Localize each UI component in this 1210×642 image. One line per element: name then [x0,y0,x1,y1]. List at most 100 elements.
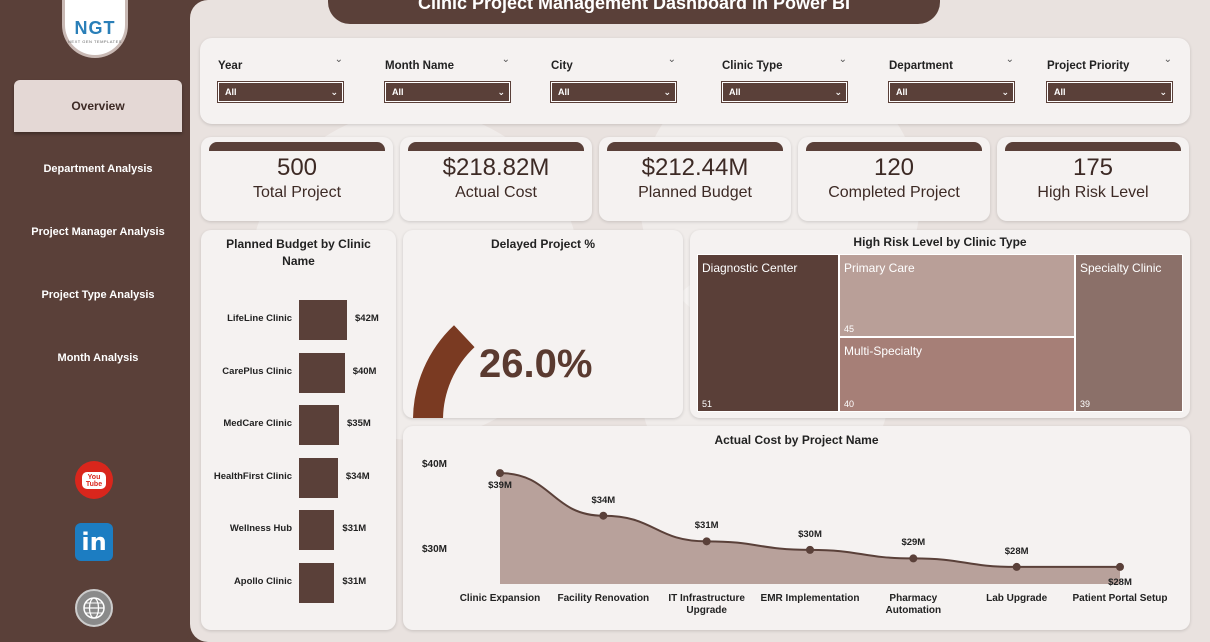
chevron-down-icon[interactable]: ⌄ [501,54,510,65]
treemap-chart: Diagnostic Center 51 Primary Care 45 Mul… [697,254,1183,412]
bar-row: Wellness Hub $31M [201,510,396,550]
nav-department-analysis[interactable]: Department Analysis [43,163,153,175]
delayed-project-panel: Delayed Project % 26.0% [403,230,683,418]
filter-label: Project Priority [1047,60,1130,72]
kpi-accent-bar [1005,142,1181,151]
data-point[interactable] [1116,562,1124,571]
data-point[interactable] [1012,562,1021,571]
chevron-down-icon: ⌄ [497,86,505,97]
data-point[interactable] [806,545,814,554]
bar-category-label: MedCare Clinic [223,418,292,429]
bar-row: Apollo Clinic $31M [201,562,396,603]
area-chart: $39M Clinic Expansion $34M Facility Renovat… [403,426,1190,630]
bar-data-label: $40M [352,365,377,377]
nav-month-analysis[interactable]: Month Analysis [57,352,139,364]
chevron-down-icon[interactable]: ⌄ [667,54,676,65]
kpi-label: Total Project [252,184,342,201]
filter-project-priority: Project Priority ⌄ All ⌄ [1046,54,1173,103]
area-plot [496,469,1124,584]
y-axis-tick-label: $30M [422,543,448,555]
clinic-type-select[interactable]: All ⌄ [721,81,848,103]
filter-label: Department [889,60,953,72]
kpi-card-planned-budget: $212.44M Planned Budget [599,137,791,221]
project-priority-select[interactable]: All ⌄ [1046,81,1173,103]
data-point[interactable] [909,554,918,563]
kpi-accent-bar [806,142,982,151]
chevron-down-icon[interactable]: ⌄ [838,54,847,65]
kpi-accent-bar [408,142,584,151]
data-label: $39M [488,480,512,492]
chart-title: Actual Cost by Project Name [714,433,879,447]
bar[interactable] [299,300,347,340]
sidebar: NGT NEXT GEN TEMPLATES Overview Departme… [0,0,190,642]
city-select[interactable]: All ⌄ [550,81,677,103]
bar[interactable] [299,405,339,445]
actual-cost-panel: Actual Cost by Project Name $39M Clinic E… [403,426,1190,630]
year-select[interactable]: All ⌄ [217,81,344,103]
data-point[interactable] [496,469,504,478]
bar-chart: LifeLine Clinic $42M CarePlus Clinic $40M Me… [201,300,396,620]
nav-project-manager-analysis[interactable]: Project Manager Analysis [31,226,165,238]
linkedin-icon[interactable]: in [75,523,113,561]
filter-month-name: Month Name ⌄ All ⌄ [384,54,511,103]
kpi-value: 120 [873,154,915,181]
kpi-label: Completed Project [828,184,960,201]
kpi-accent-bar [209,142,385,151]
filter-label: Month Name [385,60,454,72]
bar[interactable] [299,352,345,393]
filter-city: City ⌄ All ⌄ [550,54,677,103]
svg-text:You: You [88,474,101,481]
treemap-cell-multi-specialty[interactable]: Multi-Specialty 40 [839,337,1075,412]
data-point[interactable] [599,511,608,520]
kpi-card-actual-cost: $218.82M Actual Cost [400,137,592,221]
bar[interactable] [299,510,335,550]
chevron-down-icon: ⌄ [330,86,338,97]
filter-label: City [551,60,573,72]
bar[interactable] [299,562,335,603]
kpi-label: High Risk Level [1037,184,1149,201]
gauge-value: 26.0% [479,342,593,386]
filter-label: Year [218,60,243,72]
x-axis-label: IT Infrastructure Upgrade [668,593,745,616]
chart-title: High Risk Level by Clinic Type [853,235,1027,249]
treemap-cell-specialty-clinic[interactable]: Specialty Clinic 39 [1075,254,1183,412]
chevron-down-icon: ⌄ [834,86,842,97]
department-select[interactable]: All ⌄ [888,81,1015,103]
kpi-card-high-risk-level: 175 High Risk Level [997,137,1189,221]
web-icon[interactable] [75,589,113,627]
bar-row: HealthFirst Clinic $34M [201,457,396,498]
data-label: $28M [1108,576,1132,588]
bar-data-label: $34M [345,470,370,482]
chevron-down-icon: ⌄ [1159,86,1167,97]
gauge-arc[interactable] [413,325,475,418]
y-axis-tick-label: $40M [422,458,448,470]
bar-row: MedCare Clinic $35M [201,405,396,445]
gauge-chart [413,325,475,418]
month-name-select[interactable]: All ⌄ [384,81,511,103]
chevron-down-icon[interactable]: ⌄ [1005,54,1014,65]
treemap-cell-diagnostic-center[interactable]: Diagnostic Center 51 [697,254,839,412]
nav-overview[interactable]: Overview [14,80,182,132]
filter-department: Department ⌄ All ⌄ [888,54,1015,103]
kpi-value: $212.44M [641,154,749,181]
chevron-down-icon[interactable]: ⌄ [334,54,343,65]
filter-panel: Year ⌄ All ⌄ Month Name ⌄ All ⌄ City ⌄ All… [200,38,1190,124]
bar-data-label: $31M [342,575,367,587]
x-axis-label: Lab Upgrade [986,593,1048,604]
treemap-cell-primary-care[interactable]: Primary Care 45 [839,254,1075,337]
bar-category-label: HealthFirst Clinic [213,470,292,482]
bar[interactable] [299,457,338,498]
bar-category-label: Apollo Clinic [233,575,292,587]
kpi-value: 500 [276,154,318,181]
x-axis-label: Clinic Expansion [459,593,541,604]
data-label: $34M [591,494,616,506]
bar-category-label: LifeLine Clinic [227,313,292,324]
chevron-down-icon[interactable]: ⌄ [1163,54,1172,65]
area-fill [500,473,1120,584]
kpi-accent-bar [607,142,783,151]
filter-year: Year ⌄ All ⌄ [217,54,344,103]
youtube-icon[interactable]: You Tube [75,461,113,499]
data-label: $28M [1004,545,1029,557]
data-point[interactable] [702,537,711,546]
nav-project-type-analysis[interactable]: Project Type Analysis [41,289,155,301]
